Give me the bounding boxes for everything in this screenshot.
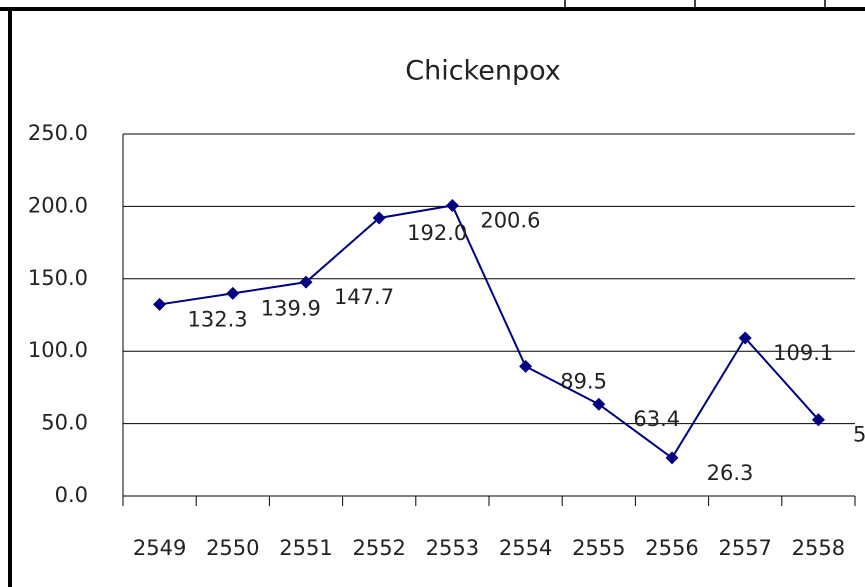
data-point xyxy=(153,297,167,311)
x-tick-label: 2558 xyxy=(792,536,845,560)
data-point xyxy=(299,275,313,289)
x-tick-label: 2551 xyxy=(279,536,332,560)
y-tick-label: 50.0 xyxy=(41,411,88,435)
x-tick-label: 2556 xyxy=(645,536,698,560)
chart-title: Chickenpox xyxy=(405,56,561,87)
x-tick-label: 2554 xyxy=(499,536,552,560)
data-point xyxy=(592,397,606,411)
y-tick-label: 100.0 xyxy=(28,338,88,362)
data-point xyxy=(226,286,240,300)
y-tick-label: 150.0 xyxy=(28,266,88,290)
data-label: 109.1 xyxy=(773,341,833,365)
y-tick-label: 200.0 xyxy=(28,193,88,217)
y-tick-label: 250.0 xyxy=(28,121,88,145)
data-label: 89.5 xyxy=(560,369,607,393)
series-line xyxy=(159,204,820,460)
data-label: 52.7 xyxy=(853,423,865,447)
x-tick-label: 2555 xyxy=(572,536,625,560)
data-point xyxy=(372,211,386,225)
data-label: 200.6 xyxy=(480,209,540,233)
data-label: 132.3 xyxy=(188,307,248,331)
data-point xyxy=(665,451,679,465)
x-tick-label: 2557 xyxy=(718,536,771,560)
data-label: 26.3 xyxy=(707,461,754,485)
x-tick-label: 2550 xyxy=(206,536,259,560)
data-point xyxy=(811,413,825,427)
data-point xyxy=(445,199,459,213)
y-tick-label: 0.0 xyxy=(55,483,88,507)
x-tick-label: 2552 xyxy=(352,536,405,560)
x-tick-label: 2553 xyxy=(426,536,479,560)
data-label: 147.7 xyxy=(334,285,394,309)
data-point xyxy=(519,359,533,373)
data-point xyxy=(738,331,752,345)
data-label: 192.0 xyxy=(407,221,467,245)
x-tick-label: 2549 xyxy=(133,536,186,560)
data-label: 139.9 xyxy=(261,296,321,320)
data-label: 63.4 xyxy=(633,407,680,431)
